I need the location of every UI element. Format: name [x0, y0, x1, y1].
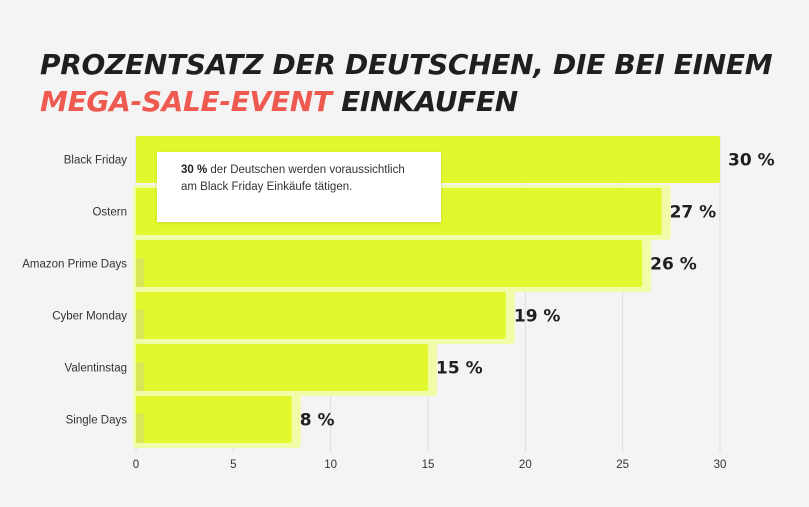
chart-title: PROZENTSATZ DER DEUTSCHEN, DIE BEI EINEM…	[40, 46, 800, 120]
value-label-5: 8 %	[300, 411, 335, 431]
tooltip-text: der Deutschen werden voraussichtlich am …	[181, 164, 405, 193]
value-label-1: 27 %	[670, 203, 717, 223]
title-accent: MEGA-SALE-EVENT	[40, 85, 332, 118]
category-labels: Black Friday Ostern Amazon Prime Days Cyber…	[22, 155, 127, 427]
value-label-4: 15 %	[436, 359, 483, 379]
x-axis-ticks: 0 5 10 15 20 25 30	[133, 459, 727, 471]
title-line1: PROZENTSATZ DER DEUTSCHEN, DIE BEI EINEM	[40, 48, 773, 81]
category-label-4: Valentinstag	[65, 363, 127, 375]
x-tick-label-20: 20	[519, 459, 532, 471]
category-label-1: Ostern	[92, 207, 127, 219]
bar-3	[136, 292, 506, 339]
category-label-3: Cyber Monday	[52, 311, 127, 323]
category-label-5: Single Days	[66, 415, 128, 427]
bar-edge-4	[136, 362, 144, 391]
x-tick-label-0: 0	[133, 459, 139, 471]
value-label-2: 26 %	[650, 255, 697, 275]
x-tick-label-30: 30	[714, 459, 727, 471]
bar-5	[136, 396, 292, 443]
bar-4	[136, 344, 428, 391]
x-tick-label-5: 5	[230, 459, 236, 471]
category-label-0: Black Friday	[64, 155, 128, 167]
x-tick-label-15: 15	[422, 459, 435, 471]
x-tick-label-10: 10	[324, 459, 337, 471]
bar-edge-2	[136, 258, 144, 287]
tooltip-value: 30 %	[181, 164, 208, 176]
category-label-2: Amazon Prime Days	[22, 259, 127, 271]
value-label-0: 30 %	[728, 151, 775, 171]
title-line2-rest: EINKAUFEN	[331, 85, 518, 118]
value-labels: 30 % 27 % 26 % 19 % 15 % 8 %	[300, 151, 775, 431]
x-tick-label-25: 25	[616, 459, 629, 471]
bar-edge-3	[136, 310, 144, 339]
bar-2	[136, 240, 643, 287]
value-label-3: 19 %	[514, 307, 561, 327]
bar-edge-5	[136, 414, 144, 443]
tooltip: 30 % der Deutschen werden voraussichtlic…	[157, 152, 441, 222]
